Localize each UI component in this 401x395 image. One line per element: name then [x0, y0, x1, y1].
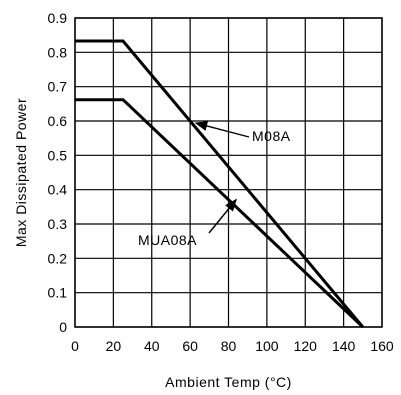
- y-tick-label: 0.9: [48, 10, 68, 26]
- x-tick-label: 40: [144, 338, 160, 354]
- annotation-label-mua08a: MUA08A: [138, 232, 197, 248]
- series-line-mua08a: [75, 98, 364, 329]
- y-tick-label: 0.3: [48, 216, 68, 232]
- x-tick-label: 20: [106, 338, 122, 354]
- x-tick-label: 160: [370, 338, 394, 354]
- curve-group: [75, 39, 364, 329]
- x-tick-label: 80: [221, 338, 237, 354]
- y-tick-label: 0.1: [48, 285, 68, 301]
- y-axis-label: Max Dissipated Power: [13, 98, 29, 247]
- y-tick-label: 0.6: [48, 113, 68, 129]
- annotation-label-m08a: M08A: [252, 128, 291, 144]
- grid-lines: [74, 17, 383, 328]
- y-tick-label: 0: [59, 319, 67, 335]
- y-tick-label: 0.7: [48, 79, 68, 95]
- series-annotations: M08A MUA08A: [138, 121, 291, 248]
- series-line-m08a: [75, 39, 364, 328]
- x-tick-label: 0: [71, 338, 79, 354]
- y-tick-label: 0.5: [48, 147, 68, 163]
- y-tick-label: 0.4: [48, 182, 68, 198]
- y-tick-label: 0.8: [48, 44, 68, 60]
- annotation-arrow: [194, 121, 250, 138]
- x-tick-label: 120: [294, 338, 318, 354]
- x-tick-label: 100: [255, 338, 279, 354]
- plot-area-frame: [74, 17, 383, 328]
- x-tick-label: 60: [182, 338, 198, 354]
- x-tick-labels: 0 20 40 60 80 100 120 140 160: [71, 338, 394, 354]
- y-tick-label: 0.2: [48, 250, 68, 266]
- x-axis-label: Ambient Temp (°C): [165, 374, 292, 390]
- x-tick-label: 140: [332, 338, 356, 354]
- y-tick-labels: 0 0.1 0.2 0.3 0.4 0.5 0.6 0.7 0.8 0.9: [48, 10, 68, 335]
- annotation-arrow: [208, 198, 237, 234]
